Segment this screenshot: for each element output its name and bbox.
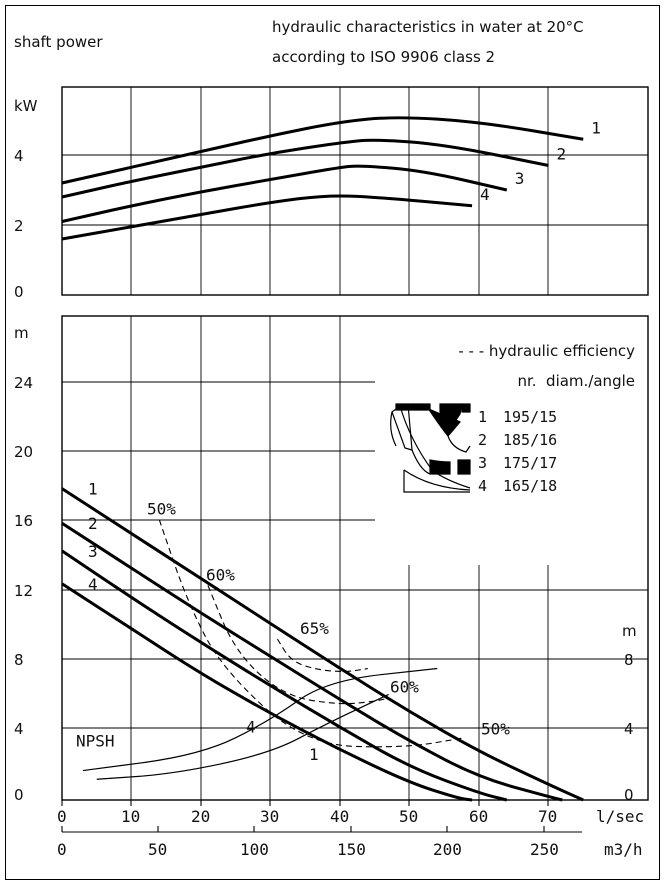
head-series-4 [61, 582, 473, 802]
head-ytick-12: 12 [14, 582, 33, 600]
power-series-3 [61, 164, 508, 223]
legend-nr-2: 2 [478, 431, 487, 449]
hydraulic-characteristics-title: hydraulic characteristics in water at 20… [272, 18, 584, 36]
x2tick-150: 150 [337, 840, 366, 859]
efficiency-label-65: 65% [300, 619, 329, 638]
xtick-0: 0 [57, 807, 67, 826]
efficiency-curve-65pct [276, 638, 368, 672]
npsh-series-1 [96, 693, 389, 780]
head-series-label-1: 1 [88, 480, 98, 499]
head-grid [62, 316, 648, 800]
x2tick-100: 100 [240, 840, 269, 859]
xlabel-lsec: l/sec [596, 807, 644, 826]
efficiency-label-50-right: 50% [481, 719, 510, 738]
chart-frame [5, 5, 660, 880]
npsh-ylabel: m [622, 622, 637, 640]
head-ytick-0: 0 [14, 786, 24, 804]
head-ytick-20: 20 [14, 443, 33, 461]
x2tick-0: 0 [57, 840, 67, 859]
npsh-label: NPSH [76, 731, 115, 750]
head-ytick-8: 8 [14, 651, 24, 669]
power-ytick-0: 0 [14, 283, 24, 301]
legend-backdrop [376, 330, 644, 560]
head-ytick-4: 4 [14, 720, 24, 738]
npsh-ytick-4: 4 [624, 720, 634, 738]
efficiency-label-60-left: 60% [206, 565, 235, 584]
power-ytick-4: 4 [14, 147, 24, 165]
power-series-1 [61, 116, 584, 185]
x2tick-250: 250 [530, 840, 559, 859]
xtick-10: 10 [121, 807, 140, 826]
head-series-3 [61, 549, 508, 802]
npsh-ytick-0: 0 [624, 786, 634, 804]
head-ytick-24: 24 [14, 374, 33, 392]
xtick-60: 60 [469, 807, 488, 826]
efficiency-note: - - - hydraulic efficiency [458, 342, 635, 360]
legend-table-header: nr. diam./angle [517, 372, 635, 390]
power-grid [62, 87, 648, 295]
head-series-2 [61, 521, 563, 802]
bottom-axes [61, 799, 582, 833]
impeller-drawing-icon [390, 403, 471, 493]
xtick-30: 30 [260, 807, 279, 826]
curve-labels: 1 2 3 4 1 2 3 4 NPSH 4 1 50% 60% 65% 60% 50% [76, 118, 601, 764]
xtick-20: 20 [191, 807, 210, 826]
legend-diam-1: 195/15 [503, 408, 557, 426]
x2tick-50: 50 [148, 840, 167, 859]
head-ylabel: m [14, 324, 29, 342]
head-series-label-2: 2 [88, 514, 98, 533]
head-ytick-16: 16 [14, 512, 33, 530]
x2tick-200: 200 [433, 840, 462, 859]
efficiency-label-50-left: 50% [147, 500, 176, 519]
power-ytick-2: 2 [14, 217, 24, 235]
x2label-m3h: m3/h [604, 840, 643, 859]
head-series-label-4: 4 [88, 575, 98, 594]
legend-diam-3: 175/17 [503, 454, 557, 472]
power-series-label-4: 4 [480, 185, 490, 204]
xtick-40: 40 [330, 807, 349, 826]
head-curves [61, 487, 584, 802]
legend-diam-2: 185/16 [503, 431, 557, 449]
power-series-label-1: 1 [591, 118, 601, 137]
efficiency-curve-60pct [207, 585, 389, 705]
power-ylabel: kW [14, 97, 38, 115]
legend-nr-1: 1 [478, 408, 487, 426]
iso-standard-subtitle: according to ISO 9906 class 2 [272, 48, 496, 66]
npsh-curves [82, 667, 438, 780]
head-series-label-3: 3 [88, 542, 98, 561]
power-series-2 [61, 138, 549, 199]
npsh-series-label-1: 1 [309, 745, 319, 764]
efficiency-label-60-right: 60% [390, 678, 419, 697]
xtick-70: 70 [538, 807, 557, 826]
power-series-label-3: 3 [515, 169, 525, 188]
power-series-4 [61, 194, 473, 241]
legend-diam-4: 165/18 [503, 477, 557, 495]
power-panel-frame [61, 86, 649, 296]
efficiency-curves [158, 519, 466, 748]
power-series-label-2: 2 [557, 145, 567, 164]
npsh-series-4 [82, 667, 438, 772]
power-curves [61, 116, 584, 241]
npsh-ytick-8: 8 [624, 651, 634, 669]
legend-nr-3: 3 [478, 454, 487, 472]
shaft-power-title: shaft power [14, 33, 103, 51]
legend-nr-4: 4 [478, 477, 487, 495]
npsh-series-label-4: 4 [246, 718, 256, 737]
xtick-50: 50 [399, 807, 418, 826]
head-series-1 [61, 487, 584, 802]
efficiency-curve-50pct [158, 519, 466, 748]
